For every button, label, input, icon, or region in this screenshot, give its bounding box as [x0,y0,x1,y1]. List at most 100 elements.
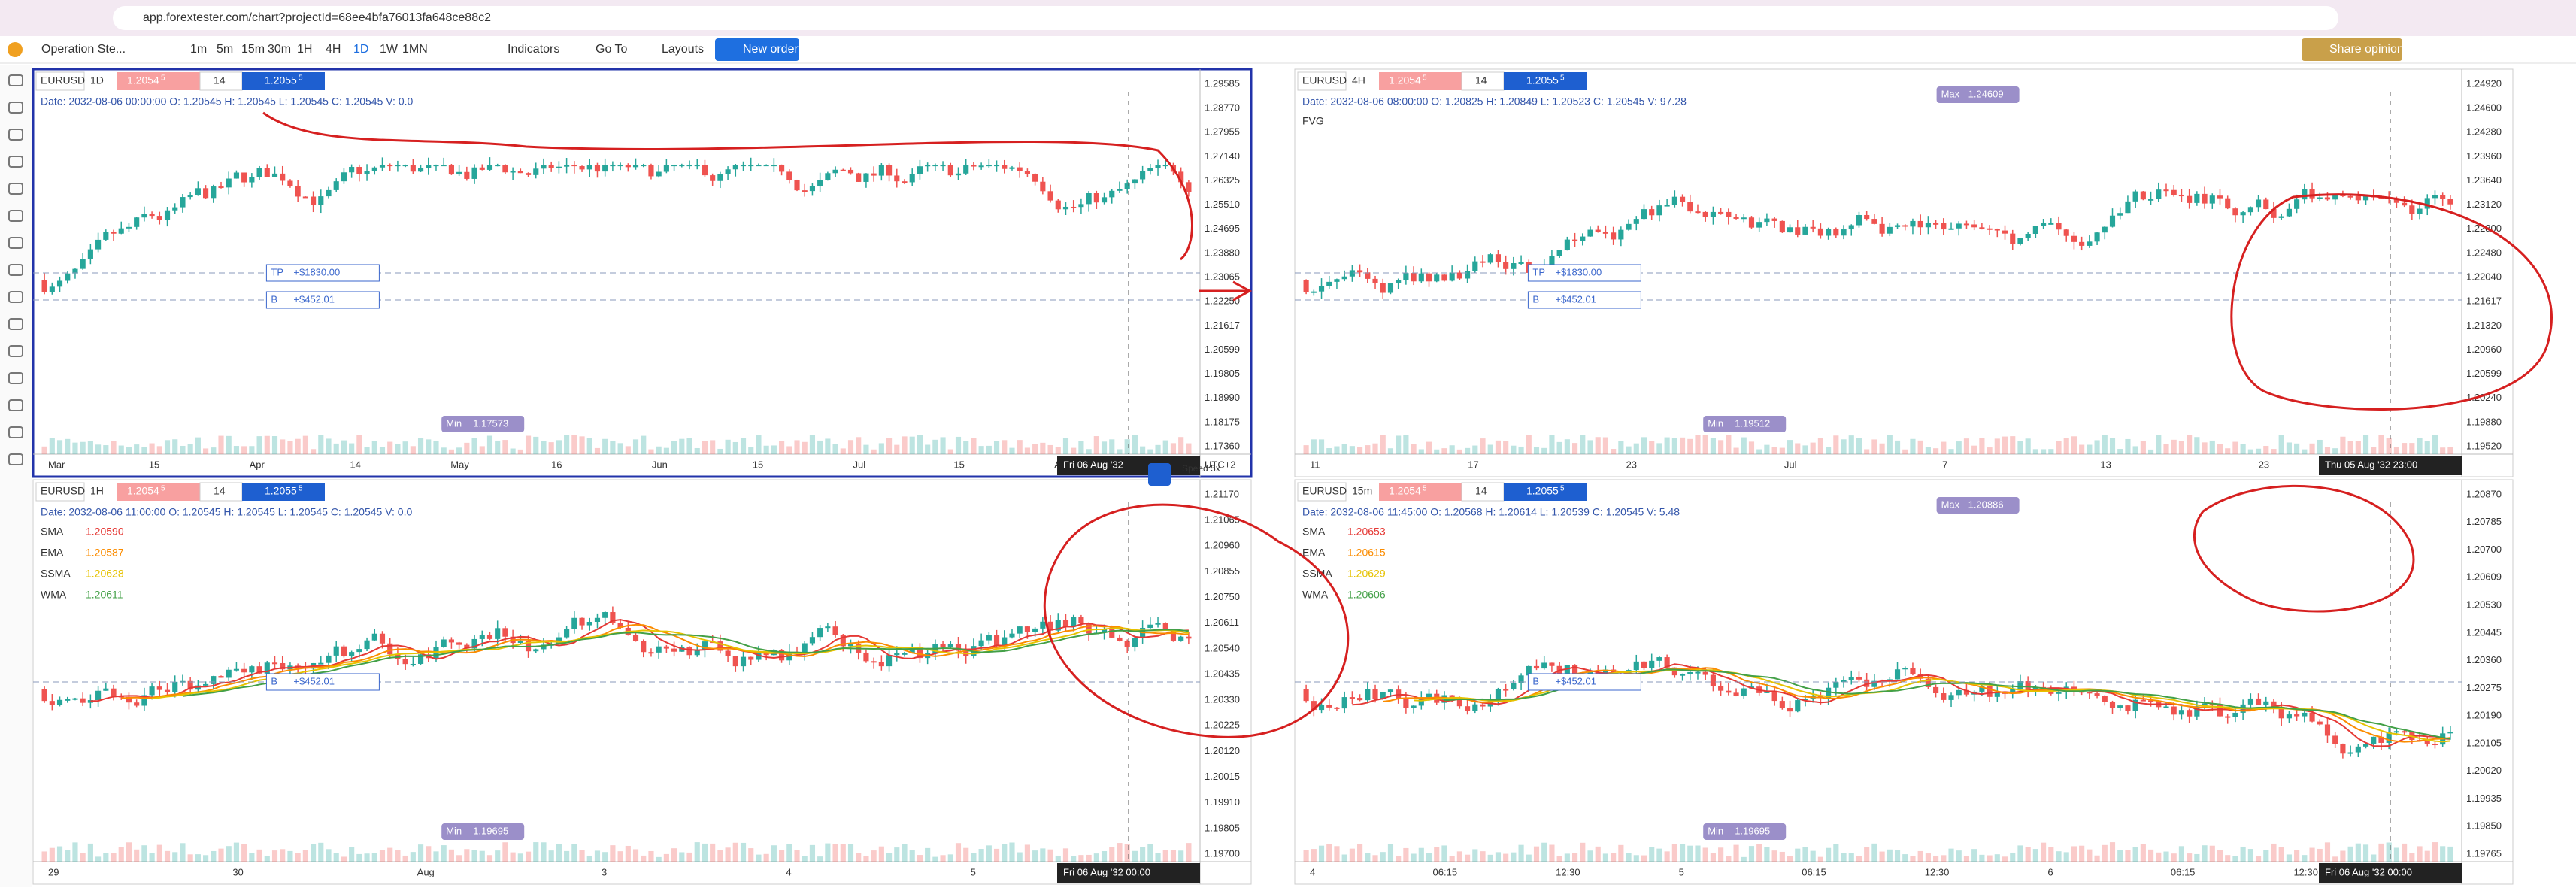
share-button[interactable] [2302,38,2402,61]
volume-bar [594,447,601,454]
tool-icon[interactable] [8,210,23,222]
timeframe-button[interactable]: 4H [326,43,341,56]
volume-bar [548,442,554,454]
sell-box[interactable] [1379,483,1462,501]
timeframe-button[interactable]: 15m [241,43,265,56]
tool-icon[interactable] [8,74,23,86]
trade-box[interactable] [265,673,380,691]
tool-icon[interactable] [8,237,23,249]
trade-box[interactable] [1527,673,1641,691]
price-label: 1.20960 [1205,540,1240,551]
volume-bar [318,435,324,454]
tool-icon[interactable] [8,156,23,168]
volume-bar [65,438,71,454]
volume-bar [1009,842,1015,862]
tool-icon[interactable] [8,183,23,195]
lot-box[interactable] [199,482,243,502]
timeframe-button[interactable]: 5m [217,43,233,56]
tool-icon[interactable] [8,264,23,276]
volume-bar [1365,445,1371,454]
sell-box[interactable] [117,72,200,90]
trade-box[interactable] [265,264,380,282]
volume-bar [1887,849,1893,862]
volume-bar [2447,447,2453,454]
share-label: Share opinion [2329,43,2404,56]
lot-box[interactable] [1461,71,1505,91]
timeframe-button[interactable]: 1W [380,43,399,56]
volume-bar [1856,438,1862,454]
volume-bar [103,445,109,454]
symbol-box[interactable] [1297,71,1347,91]
play-button[interactable] [1148,463,1171,486]
volume-bar [379,850,386,862]
timeframe[interactable]: 1H [90,485,104,497]
ohlc-info: Date: 2032-08-06 08:00:00 O: 1.20825 H: … [1302,95,1687,108]
volume-bar [1326,448,1332,454]
timeframe-button[interactable]: 1D [353,43,368,56]
tool-icon[interactable] [8,291,23,303]
buy-box[interactable] [242,483,325,501]
candle-body [1587,229,1593,237]
volume-bar [417,844,424,862]
sell-box[interactable] [1379,72,1462,90]
timeframe[interactable]: 1D [90,74,104,86]
address-bar[interactable] [113,6,2338,30]
date-label: 13 [2100,459,2111,470]
volume-bar [1511,445,1517,454]
tool-icon[interactable] [8,399,23,411]
indicators-button[interactable]: Indicators [508,43,559,56]
layouts-button[interactable]: Layouts [662,43,704,56]
tool-icon[interactable] [8,372,23,384]
candle-body [1910,668,1916,674]
volume-bar [1334,446,1340,454]
tool-icon[interactable] [8,345,23,357]
symbol-box[interactable] [35,71,85,91]
project-name[interactable]: Operation Ste... [41,43,126,56]
buy-box[interactable] [1504,483,1587,501]
buy-box[interactable] [1504,72,1587,90]
tool-icon[interactable] [8,129,23,141]
trade-box[interactable] [1527,291,1641,309]
tool-icon[interactable] [8,318,23,330]
candle-body [993,635,1000,646]
candle-body [641,165,647,167]
tool-icon[interactable] [8,102,23,114]
volume-bar [1695,435,1701,454]
new-order-button[interactable] [715,38,799,61]
goto-button[interactable]: Go To [596,43,628,56]
sell-box[interactable] [117,483,200,501]
candle-body [502,165,508,173]
trade-box[interactable] [265,291,380,309]
candle-body [1426,273,1432,282]
timeframe-button[interactable]: 1MN [402,43,428,56]
tool-icon[interactable] [8,426,23,438]
symbol-box[interactable] [1297,482,1347,502]
candle-body [1055,620,1061,631]
timeframe[interactable]: 15m [1352,485,1372,497]
trade-box[interactable] [1527,264,1641,282]
volume-bar [648,449,654,454]
buy-box[interactable] [242,72,325,90]
volume-bar [1349,848,1355,862]
volume-bar [541,842,547,862]
candle-body [1511,263,1517,269]
timeframe-button[interactable]: 30m [268,43,291,56]
timeframe[interactable]: 4H [1352,74,1365,86]
candle-body [141,695,147,706]
candle-body [2194,706,2200,717]
indicator-value: 1.20590 [86,526,124,538]
volume-bar [1170,443,1177,454]
volume-bar [1372,855,1378,862]
timeframe-button[interactable]: 1m [190,43,207,56]
candle-body [1641,209,1647,220]
symbol-box[interactable] [35,482,85,502]
volume-bar [2232,856,2238,862]
candle-body [2271,209,2277,218]
tool-icon[interactable] [8,453,23,465]
candle-body [2347,195,2353,198]
date-label: Jul [1784,459,1797,470]
timeframe-button[interactable]: 1H [297,43,312,56]
volume-bar [2440,447,2446,454]
volume-bar [2302,855,2308,862]
volume-bar [1748,846,1755,862]
